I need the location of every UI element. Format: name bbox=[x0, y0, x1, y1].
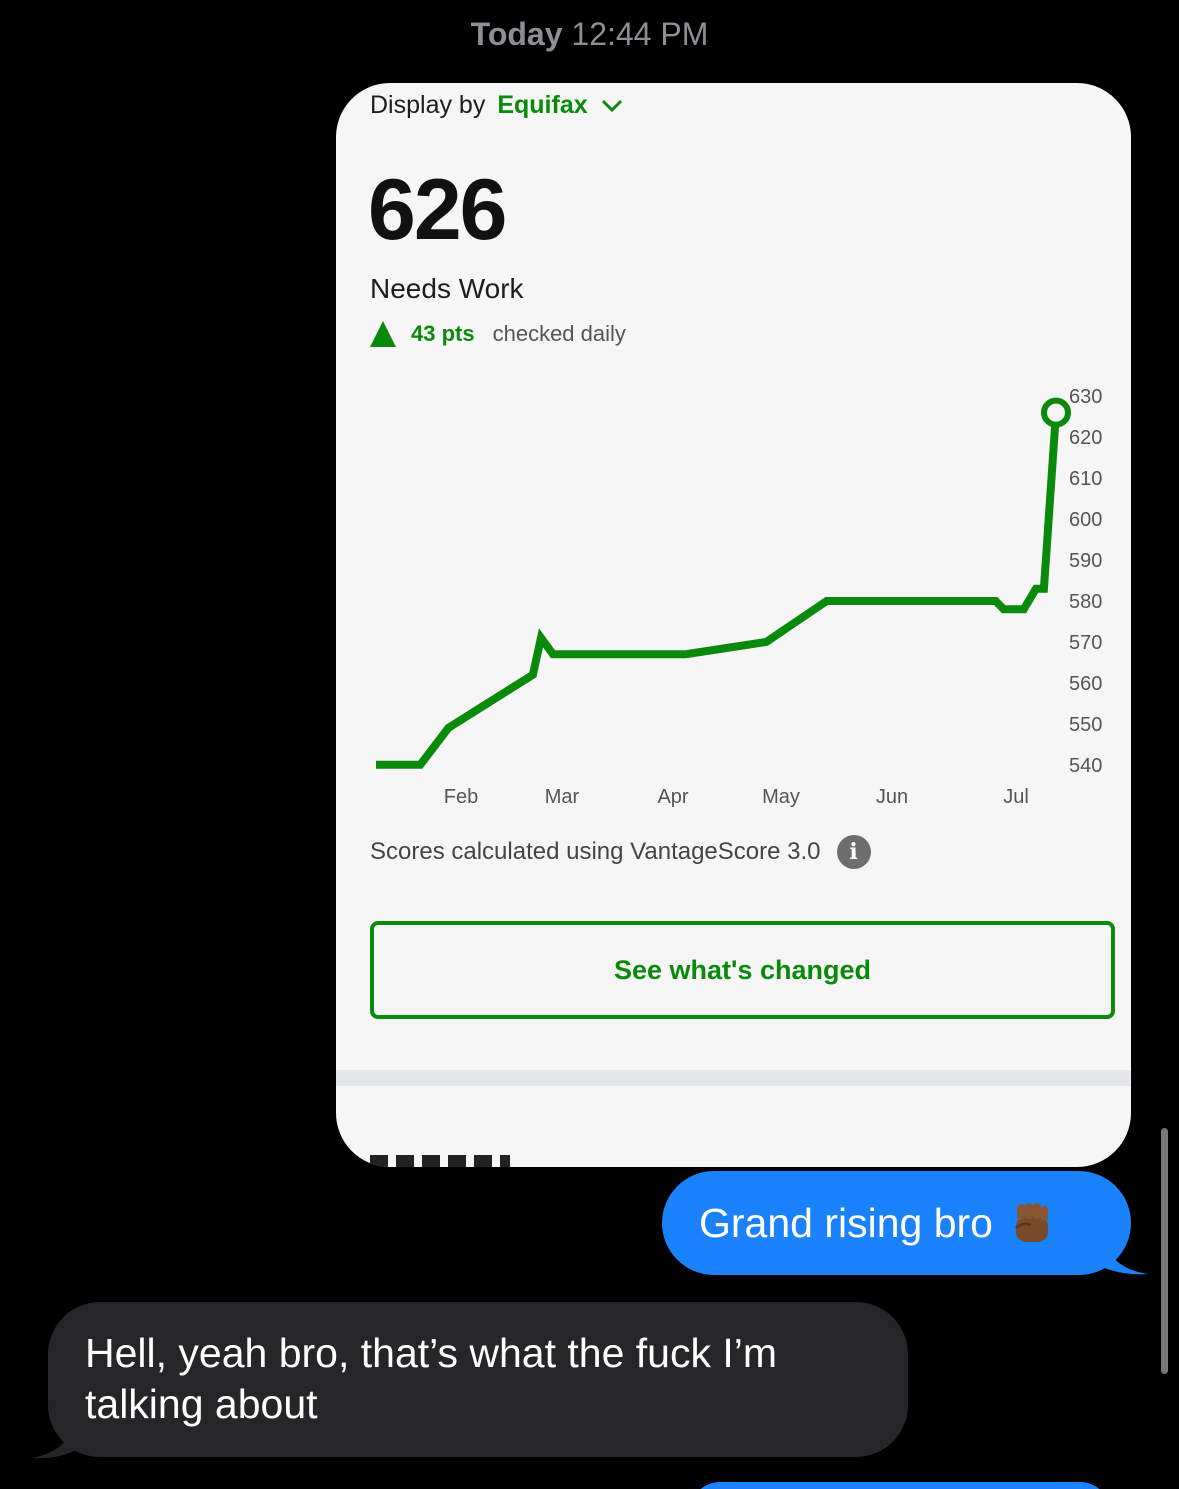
y-tick-label: 540 bbox=[1069, 755, 1102, 777]
score-change-note: checked daily bbox=[492, 321, 626, 346]
y-tick-label: 620 bbox=[1069, 427, 1102, 449]
x-tick-label: Jul bbox=[1003, 786, 1029, 808]
x-tick-label: May bbox=[762, 786, 800, 808]
timestamp-day: Today bbox=[470, 16, 563, 52]
score-series-line bbox=[376, 412, 1060, 769]
raised-fist-emoji-icon bbox=[1015, 1203, 1048, 1242]
credit-score-screenshot-card[interactable]: Display by Equifax 626 Needs Work 43 pts… bbox=[336, 83, 1131, 1167]
message-timestamp: Today 12:44 PM bbox=[0, 16, 1179, 53]
scores-note: Scores calculated using VantageScore 3.0… bbox=[370, 835, 871, 869]
section-divider bbox=[336, 1070, 1131, 1086]
current-score-point bbox=[1041, 397, 1071, 428]
received-message-text: Hell, yeah bro, that’s what the fuck I’m… bbox=[85, 1330, 778, 1427]
y-tick-label: 600 bbox=[1069, 509, 1102, 531]
up-triangle-icon bbox=[370, 321, 396, 347]
y-tick-label: 570 bbox=[1069, 632, 1102, 654]
display-by-label: Display by bbox=[370, 91, 486, 119]
y-tick-label: 560 bbox=[1069, 673, 1102, 695]
cut-off-section-heading bbox=[370, 1155, 510, 1167]
y-tick-label: 610 bbox=[1069, 468, 1102, 490]
credit-rating: Needs Work bbox=[370, 273, 524, 304]
x-tick-label: Feb bbox=[444, 786, 478, 808]
x-tick-label: Jun bbox=[876, 786, 908, 808]
received-bubble-tail bbox=[32, 1408, 80, 1459]
scrollbar[interactable] bbox=[1161, 1128, 1168, 1374]
score-history-chart: 630 620 610 600 590 580 570 560 550 540 Feb Mar Apr M… bbox=[376, 386, 1102, 808]
score-change-row: 43 pts checked daily bbox=[370, 321, 626, 347]
x-tick-label: Apr bbox=[657, 786, 688, 808]
sent-message-text: Grand rising bro bbox=[699, 1199, 993, 1246]
chevron-down-icon bbox=[601, 99, 622, 112]
timestamp-time: 12:44 PM bbox=[571, 16, 709, 52]
scores-note-text: Scores calculated using VantageScore 3.0 bbox=[370, 838, 821, 865]
info-icon[interactable]: i bbox=[836, 835, 871, 869]
y-tick-label: 630 bbox=[1069, 386, 1102, 408]
y-tick-label: 590 bbox=[1069, 550, 1102, 572]
y-tick-label: 580 bbox=[1069, 591, 1102, 613]
credit-score-value: 626 bbox=[368, 162, 507, 258]
score-change-points: 43 pts bbox=[411, 321, 475, 346]
see-whats-changed-button[interactable]: See what's changed bbox=[370, 921, 1115, 1019]
display-by-row: Display by Equifax bbox=[370, 91, 624, 120]
provider-dropdown[interactable]: Equifax bbox=[497, 91, 588, 119]
y-tick-label: 550 bbox=[1069, 714, 1102, 736]
received-message-bubble[interactable]: Hell, yeah bro, that’s what the fuck I’m… bbox=[48, 1302, 908, 1457]
sent-bubble-tail bbox=[1100, 1228, 1148, 1275]
sent-message-bubble[interactable]: Grand rising bro bbox=[662, 1171, 1131, 1275]
x-tick-label: Mar bbox=[545, 786, 580, 808]
next-sent-message-bubble[interactable] bbox=[690, 1482, 1110, 1489]
